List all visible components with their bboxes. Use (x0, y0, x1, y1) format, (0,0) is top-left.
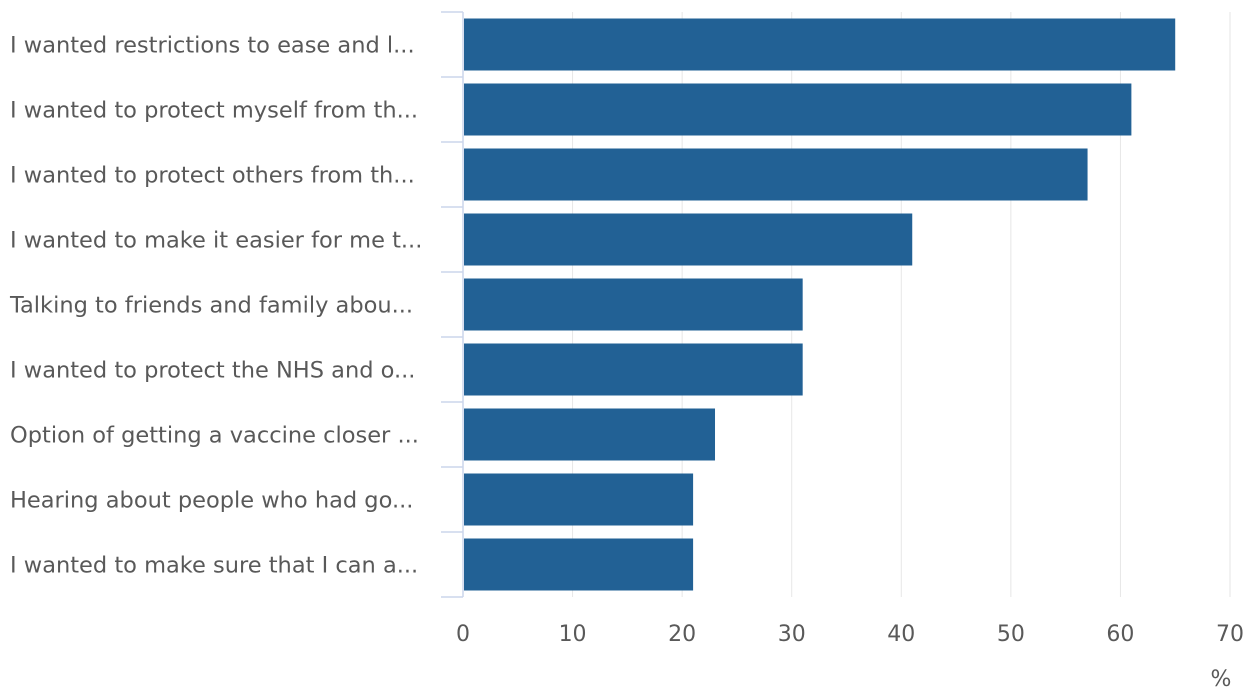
bar (464, 474, 693, 526)
category-label: I wanted to make sure that I can a... (10, 553, 418, 579)
bar (464, 149, 1088, 201)
category-label: I wanted to make it easier for me t... (10, 228, 422, 254)
x-tick-label: 20 (668, 622, 696, 647)
bar (464, 409, 715, 461)
category-label: I wanted to protect myself from th... (10, 98, 418, 124)
x-tick-label: 30 (778, 622, 806, 647)
category-label: Talking to friends and family abou... (9, 293, 413, 319)
value-axis-ticks: 0 10 20 30 40 50 60 70 (456, 622, 1244, 647)
x-tick-label: 0 (456, 622, 470, 647)
category-axis (441, 12, 463, 597)
value-axis-unit-label: % (1211, 667, 1232, 688)
bar (464, 279, 803, 331)
category-label: I wanted to protect the NHS and o... (10, 358, 415, 384)
x-tick-label: 50 (997, 622, 1025, 647)
x-tick-label: 70 (1216, 622, 1244, 647)
category-label: I wanted restrictions to ease and l... (10, 33, 415, 59)
category-label: Option of getting a vaccine closer ... (10, 423, 419, 449)
x-tick-label: 60 (1106, 622, 1134, 647)
bar (464, 539, 693, 591)
x-tick-label: 40 (887, 622, 915, 647)
bar (464, 344, 803, 396)
bar (464, 214, 912, 266)
bar (464, 84, 1131, 136)
bars (464, 19, 1175, 591)
category-label: I wanted to protect others from th... (10, 163, 415, 189)
category-labels: I wanted restrictions to ease and l... I … (9, 33, 422, 579)
x-tick-label: 10 (559, 622, 587, 647)
bar (464, 19, 1175, 71)
category-label: Hearing about people who had go... (10, 488, 413, 514)
